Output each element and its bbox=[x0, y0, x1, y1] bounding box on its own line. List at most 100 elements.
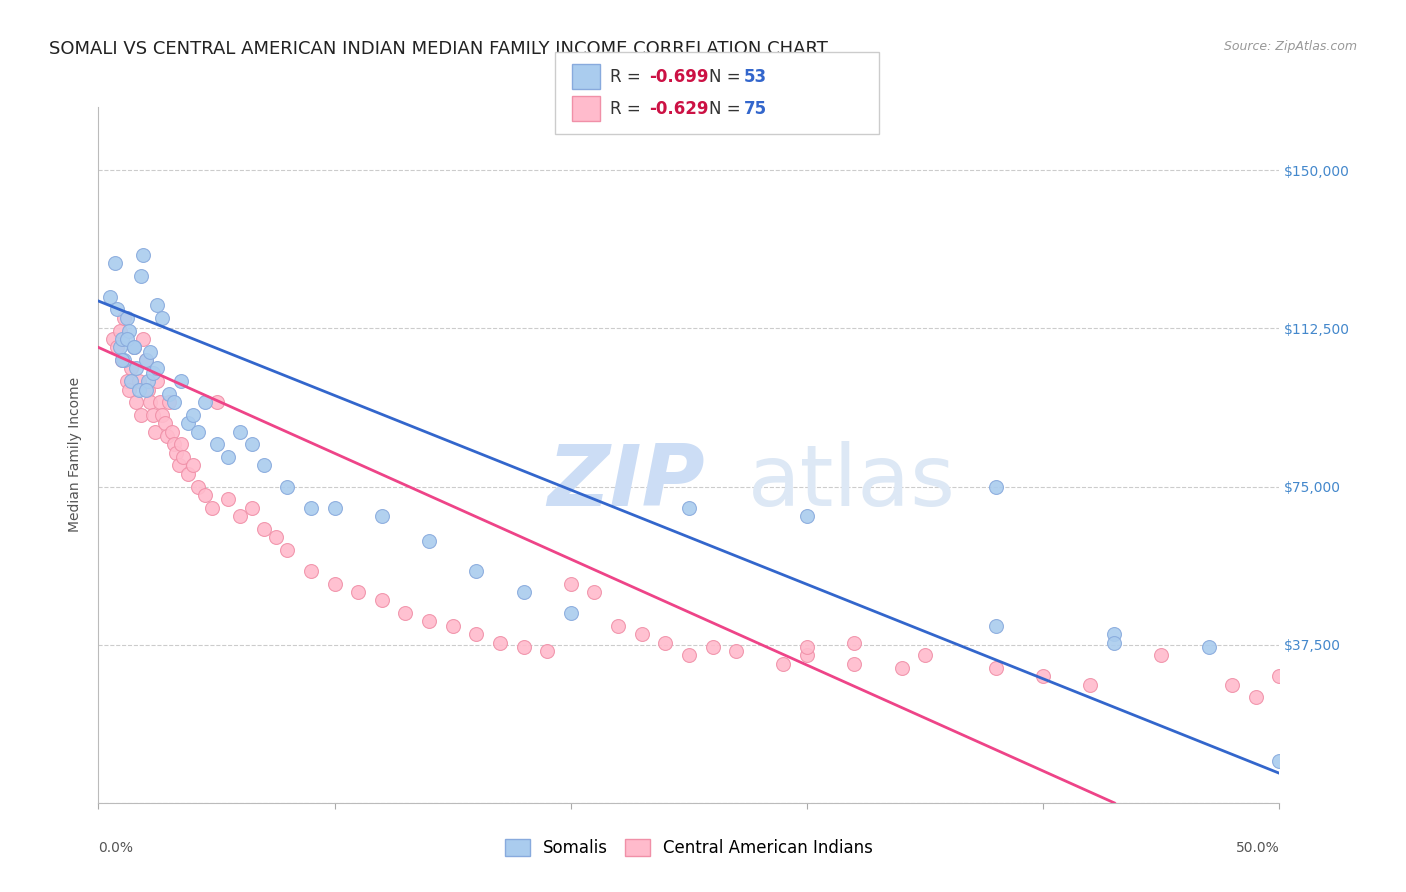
Point bbox=[187, 425, 209, 439]
Point bbox=[139, 395, 162, 409]
Point bbox=[115, 332, 138, 346]
Point bbox=[108, 324, 131, 338]
Y-axis label: Median Family Income: Median Family Income bbox=[69, 377, 83, 533]
Point bbox=[1268, 669, 1291, 683]
Point bbox=[678, 648, 700, 663]
Point bbox=[135, 353, 157, 368]
Text: atlas: atlas bbox=[748, 442, 956, 524]
Point bbox=[264, 530, 287, 544]
Point bbox=[165, 446, 187, 460]
Point bbox=[630, 627, 652, 641]
Point bbox=[229, 425, 252, 439]
Point bbox=[844, 635, 866, 649]
Point bbox=[157, 386, 180, 401]
Point bbox=[170, 437, 193, 451]
Point bbox=[844, 657, 866, 671]
Point bbox=[1102, 635, 1125, 649]
Point bbox=[172, 450, 194, 464]
Point bbox=[163, 395, 186, 409]
Point bbox=[128, 374, 150, 388]
Point bbox=[170, 374, 193, 388]
Text: R =: R = bbox=[610, 68, 647, 86]
Point bbox=[441, 618, 464, 632]
Point bbox=[205, 437, 228, 451]
Point bbox=[135, 353, 157, 368]
Point bbox=[129, 268, 152, 283]
Point bbox=[678, 500, 700, 515]
Text: R =: R = bbox=[610, 100, 647, 118]
Point bbox=[299, 500, 322, 515]
Point bbox=[217, 450, 239, 464]
Point bbox=[1032, 669, 1054, 683]
Point bbox=[142, 366, 165, 380]
Point bbox=[139, 344, 162, 359]
Point bbox=[560, 606, 582, 620]
Point bbox=[194, 488, 217, 502]
Point bbox=[181, 408, 204, 422]
Point bbox=[121, 361, 143, 376]
Point bbox=[111, 353, 134, 368]
Text: Source: ZipAtlas.com: Source: ZipAtlas.com bbox=[1223, 40, 1357, 54]
Point bbox=[146, 374, 169, 388]
Point bbox=[796, 509, 818, 524]
Point bbox=[1198, 640, 1220, 654]
Point bbox=[122, 340, 145, 354]
Point bbox=[122, 340, 145, 354]
Point bbox=[118, 324, 141, 338]
Point bbox=[465, 627, 488, 641]
Point bbox=[136, 383, 159, 397]
Point bbox=[150, 408, 173, 422]
Point bbox=[194, 395, 217, 409]
Text: 0.0%: 0.0% bbox=[98, 841, 134, 855]
Point bbox=[205, 395, 228, 409]
Point bbox=[1080, 678, 1102, 692]
Point bbox=[914, 648, 936, 663]
Point bbox=[489, 635, 512, 649]
Point bbox=[371, 593, 394, 607]
Point bbox=[1150, 648, 1173, 663]
Point bbox=[201, 500, 224, 515]
Point bbox=[129, 408, 152, 422]
Point bbox=[118, 383, 141, 397]
Point bbox=[115, 374, 138, 388]
Point bbox=[394, 606, 416, 620]
Point bbox=[125, 361, 148, 376]
Point bbox=[772, 657, 794, 671]
Point bbox=[299, 564, 322, 578]
Point bbox=[984, 618, 1007, 632]
Text: 50.0%: 50.0% bbox=[1236, 841, 1279, 855]
Legend: Somalis, Central American Indians: Somalis, Central American Indians bbox=[498, 832, 880, 864]
Point bbox=[101, 332, 124, 346]
Text: SOMALI VS CENTRAL AMERICAN INDIAN MEDIAN FAMILY INCOME CORRELATION CHART: SOMALI VS CENTRAL AMERICAN INDIAN MEDIAN… bbox=[49, 40, 828, 58]
Point bbox=[725, 644, 748, 658]
Text: -0.629: -0.629 bbox=[650, 100, 709, 118]
Point bbox=[512, 585, 534, 599]
Text: N =: N = bbox=[709, 68, 745, 86]
Point bbox=[229, 509, 252, 524]
Text: ZIP: ZIP bbox=[547, 442, 704, 524]
Point bbox=[1220, 678, 1243, 692]
Point bbox=[796, 640, 818, 654]
Point bbox=[132, 247, 155, 261]
Point bbox=[371, 509, 394, 524]
Point bbox=[253, 522, 276, 536]
Point bbox=[187, 479, 209, 493]
Point bbox=[153, 417, 176, 431]
Point bbox=[240, 500, 263, 515]
Text: 53: 53 bbox=[744, 68, 766, 86]
Point bbox=[142, 408, 165, 422]
Point bbox=[160, 425, 183, 439]
Point bbox=[347, 585, 370, 599]
Point bbox=[560, 576, 582, 591]
Point bbox=[1244, 690, 1267, 705]
Point bbox=[146, 361, 169, 376]
Text: 75: 75 bbox=[744, 100, 766, 118]
Point bbox=[125, 395, 148, 409]
Point bbox=[167, 458, 190, 473]
Point bbox=[240, 437, 263, 451]
Point bbox=[122, 340, 145, 354]
Point bbox=[181, 458, 204, 473]
Point bbox=[984, 661, 1007, 675]
Point bbox=[105, 302, 128, 317]
Point bbox=[1102, 627, 1125, 641]
